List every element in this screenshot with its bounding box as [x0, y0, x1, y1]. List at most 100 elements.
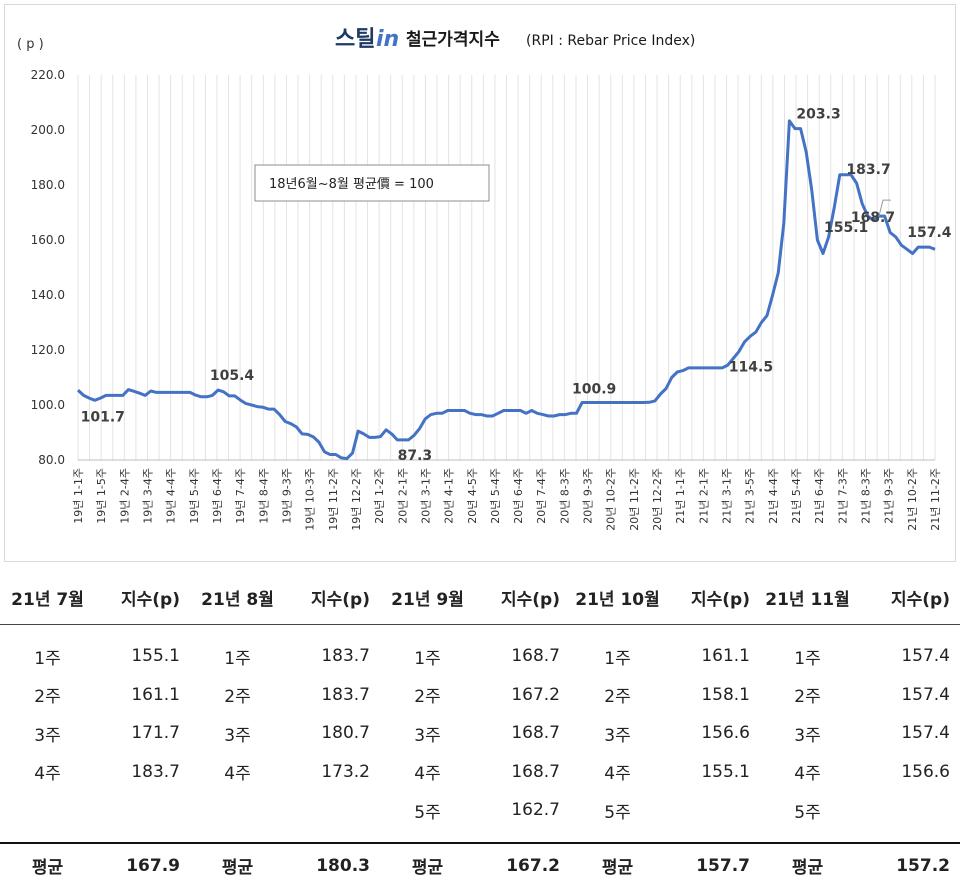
index-header: 지수(p)	[285, 570, 380, 625]
value-cell: 173.2	[321, 761, 370, 782]
value-cell	[285, 791, 380, 830]
week-cell: 2주	[224, 687, 251, 708]
y-axis-ticks: 80.0 100.0 120.0 140.0 160.0 180.0 200.0 220.0	[31, 68, 935, 467]
value-cell: 180.7	[321, 723, 370, 744]
value-cell: 161.1	[701, 646, 750, 667]
x-tick-label: 19년 5-4주	[188, 468, 201, 524]
value-cell: 168.7	[511, 723, 560, 744]
x-tick-label: 20년 6-4주	[512, 468, 525, 524]
week-cell: 5주	[794, 802, 821, 823]
x-tick-label: 20년 4-1주	[443, 468, 456, 524]
week-cell: 4주	[604, 764, 631, 785]
weekly-index-table: 21년 7월 지수(p) 21년 8월 지수(p) 21년 9월 지수(p) 21년 10월…	[0, 570, 960, 888]
week-cell: 4주	[414, 764, 441, 785]
data-label: 168.7	[851, 210, 895, 226]
average-label: 평균	[570, 841, 665, 888]
week-cell	[190, 791, 285, 830]
average-value: 180.3	[285, 841, 380, 888]
x-tick-label: 19년 7-4주	[234, 468, 247, 524]
note-box-border	[254, 164, 490, 202]
average-label: 평균	[760, 841, 855, 888]
week-cell: 3주	[794, 725, 821, 746]
vertical-gridlines	[77, 75, 936, 460]
note-box: 18년6월~8월 평균價 = 100	[254, 164, 490, 202]
table-row: 1주 155.1 1주 183.7 1주 168.7 1주 161.1 1주 157.4	[0, 637, 960, 676]
x-tick-label: 21년 3-5주	[744, 468, 757, 524]
week-cell	[0, 791, 95, 830]
average-row: 평균 167.9 평균 180.3 평균 167.2 평균 157.7 평균 157.2	[0, 841, 960, 888]
y-tick-label: 100.0	[31, 398, 65, 412]
x-tick-label: 21년 3-1주	[721, 468, 734, 524]
series-line	[76, 119, 936, 461]
average-value: 157.2	[855, 841, 960, 888]
value-cell: 156.6	[701, 723, 750, 744]
x-tick-label: 19년 11-2주	[327, 468, 340, 531]
x-tick-label: 20년 10-2주	[605, 468, 618, 531]
month-header: 21년 10월	[570, 570, 665, 625]
value-cell: 168.7	[511, 761, 560, 782]
brand-logo-text: 스틸	[335, 27, 375, 52]
data-label: 203.3	[796, 107, 840, 123]
value-cell: 155.1	[131, 646, 180, 667]
table-body: 1주 155.1 1주 183.7 1주 168.7 1주 161.1 1주 157.4 2주 161…	[0, 625, 960, 888]
chart-subtitle-text: (RPI : Rebar Price Index)	[526, 33, 695, 49]
spacer-row	[0, 830, 960, 843]
week-cell: 2주	[604, 687, 631, 708]
value-cell: 171.7	[131, 723, 180, 744]
x-tick-label: 19년 1-1주	[72, 468, 85, 524]
y-tick-label: 80.0	[38, 453, 65, 467]
y-unit-label: ( p )	[17, 37, 44, 52]
week-cell: 1주	[414, 648, 441, 669]
week-cell: 5주	[414, 802, 441, 823]
x-tick-label: 20년 7-4주	[535, 468, 548, 524]
index-header: 지수(p)	[855, 570, 960, 625]
x-tick-label: 19년 9-3주	[280, 468, 293, 524]
x-axis-ticks: 19년 1-1주 19년 1-5주 19년 2-4주 19년 3-4주 19년 4-4주…	[72, 468, 942, 531]
month-header: 21년 8월	[190, 570, 285, 625]
week-cell: 1주	[794, 648, 821, 669]
x-tick-label: 20년 5-4주	[489, 468, 502, 524]
x-tick-label: 21년 1-1주	[674, 468, 687, 524]
x-tick-label: 20년 2-1주	[396, 468, 409, 524]
y-tick-label: 220.0	[31, 68, 65, 82]
data-label: 101.7	[81, 409, 125, 425]
value-cell: 161.1	[131, 684, 180, 705]
value-cell: 156.6	[901, 761, 950, 782]
x-tick-label: 19년 2-4주	[118, 468, 131, 524]
month-header: 21년 9월	[380, 570, 475, 625]
data-label: 87.3	[398, 448, 433, 464]
week-cell: 1주	[604, 648, 631, 669]
value-cell	[95, 791, 190, 830]
average-label: 평균	[190, 841, 285, 888]
y-tick-label: 200.0	[31, 123, 65, 137]
x-tick-label: 21년 10-2주	[906, 468, 919, 531]
index-header: 지수(p)	[95, 570, 190, 625]
x-tick-label: 19년 8-4주	[257, 468, 270, 524]
value-cell: 183.7	[321, 684, 370, 705]
week-cell: 2주	[34, 687, 61, 708]
table-row: 4주 183.7 4주 173.2 4주 168.7 4주 155.1 4주 156.6	[0, 753, 960, 792]
brand-logo-suffix: in	[376, 27, 399, 52]
chart-title: 스틸 in 철근가격지수 (RPI : Rebar Price Index)	[335, 27, 695, 52]
x-tick-label: 19년 6-4주	[211, 468, 224, 524]
value-cell: 155.1	[701, 761, 750, 782]
x-tick-label: 21년 4-4주	[767, 468, 780, 524]
value-cell	[855, 791, 960, 830]
average-value: 167.9	[95, 841, 190, 888]
x-tick-label: 20년 12-2주	[651, 468, 664, 531]
week-cell: 5주	[604, 802, 631, 823]
x-tick-label: 20년 11-2주	[628, 468, 641, 531]
x-tick-label: 20년 4-5주	[466, 468, 479, 524]
x-tick-label: 21년 6-4주	[813, 468, 826, 524]
y-tick-label: 160.0	[31, 233, 65, 247]
chart-title-text: 철근가격지수	[406, 30, 500, 50]
week-cell: 3주	[414, 725, 441, 746]
x-tick-label: 21년 8-3주	[860, 468, 873, 524]
table-row: 3주 171.7 3주 180.7 3주 168.7 3주 156.6 3주 157.4	[0, 714, 960, 753]
week-cell: 3주	[34, 725, 61, 746]
x-tick-label: 20년 9-3주	[582, 468, 595, 524]
data-label: 114.5	[729, 359, 773, 375]
y-tick-label: 120.0	[31, 343, 65, 357]
value-cell: 157.4	[901, 723, 950, 744]
data-label: 183.7	[846, 162, 890, 178]
